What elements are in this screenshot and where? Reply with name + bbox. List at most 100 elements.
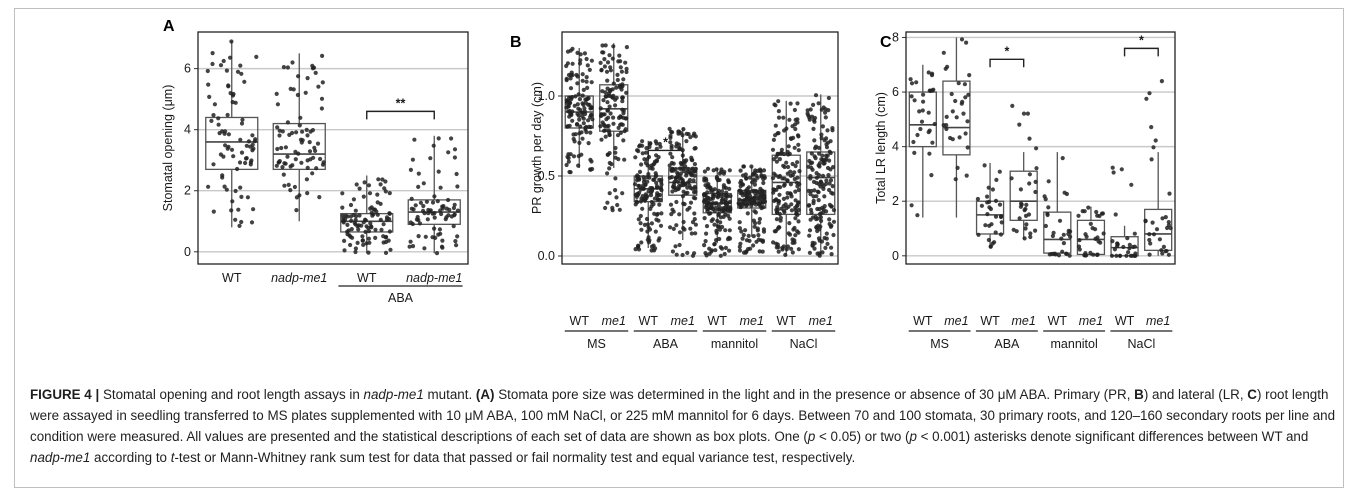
data-point <box>677 230 683 235</box>
data-point <box>932 121 937 127</box>
data-point <box>741 164 747 169</box>
data-point <box>712 201 718 206</box>
data-point <box>275 102 280 107</box>
data-point <box>438 231 443 236</box>
data-point <box>785 171 790 176</box>
data-point <box>656 197 661 202</box>
data-point <box>610 56 615 61</box>
data-point <box>669 212 674 217</box>
data-point <box>828 167 833 172</box>
data-point <box>583 97 588 102</box>
data-point <box>677 129 682 134</box>
data-point <box>792 240 797 245</box>
y-axis-label: PR growth per day (cm) <box>530 82 544 214</box>
data-point <box>757 249 762 254</box>
data-point <box>363 218 368 223</box>
data-point <box>689 157 694 162</box>
data-point <box>290 163 295 168</box>
data-point <box>985 194 990 199</box>
data-point <box>818 224 823 229</box>
data-point <box>988 244 993 249</box>
data-point <box>422 246 427 251</box>
data-point <box>751 188 757 193</box>
data-point <box>776 99 781 104</box>
data-point <box>363 229 368 234</box>
data-point <box>750 201 755 206</box>
data-point <box>737 202 743 208</box>
data-point <box>709 205 714 210</box>
data-point <box>589 105 594 111</box>
data-point <box>587 67 592 72</box>
data-point <box>1100 211 1105 216</box>
data-point <box>381 240 386 245</box>
data-point <box>432 194 437 199</box>
data-point <box>637 144 642 149</box>
data-point <box>993 230 998 235</box>
data-point <box>967 73 972 78</box>
data-point <box>233 188 238 194</box>
data-point <box>770 176 776 181</box>
data-point <box>416 217 421 223</box>
data-point <box>1117 253 1123 258</box>
data-point <box>815 216 820 221</box>
data-point <box>1166 252 1171 257</box>
data-point <box>588 130 593 135</box>
data-point <box>786 144 791 149</box>
data-point <box>656 155 661 160</box>
data-point <box>1052 251 1057 256</box>
data-point <box>944 114 949 119</box>
panel-letter: C <box>880 34 892 51</box>
data-point <box>953 98 958 104</box>
box <box>908 91 937 148</box>
data-point <box>1147 91 1152 96</box>
data-point <box>1126 250 1131 255</box>
data-point <box>567 169 572 175</box>
data-point <box>759 192 764 197</box>
data-point <box>675 172 681 177</box>
data-point <box>669 129 674 135</box>
data-point <box>774 217 780 222</box>
data-point <box>310 171 315 176</box>
data-point <box>793 117 798 122</box>
data-point <box>755 175 760 180</box>
data-point <box>1061 232 1066 237</box>
data-point <box>238 137 243 142</box>
data-point <box>361 242 366 247</box>
data-point <box>340 213 345 218</box>
data-point <box>975 196 981 202</box>
data-point <box>685 190 690 195</box>
data-point <box>303 90 308 95</box>
data-point <box>677 166 683 171</box>
data-point <box>387 229 392 234</box>
data-point <box>776 249 781 254</box>
data-point <box>668 225 673 230</box>
data-point <box>986 185 991 190</box>
data-point <box>909 203 914 208</box>
data-point <box>1164 248 1169 254</box>
data-point <box>615 72 620 77</box>
data-point <box>950 109 955 114</box>
data-point <box>1017 122 1022 127</box>
data-point <box>565 124 570 129</box>
x-tick-label: me1 <box>740 314 764 328</box>
data-point <box>965 145 970 150</box>
data-point <box>624 90 629 95</box>
data-point <box>812 241 817 246</box>
data-point <box>639 196 644 201</box>
data-point <box>819 132 824 137</box>
data-point <box>590 166 595 172</box>
data-point <box>605 60 611 65</box>
data-point <box>575 81 580 86</box>
data-point <box>1161 244 1166 249</box>
data-point <box>761 168 767 173</box>
data-point <box>727 228 732 233</box>
data-point <box>293 157 298 162</box>
data-point <box>342 248 347 253</box>
panel-letter: A <box>163 18 175 35</box>
data-point <box>784 126 789 131</box>
data-point <box>670 184 676 189</box>
data-point <box>817 253 822 258</box>
data-point <box>757 220 762 225</box>
data-point <box>307 149 313 154</box>
data-point <box>1119 167 1124 172</box>
